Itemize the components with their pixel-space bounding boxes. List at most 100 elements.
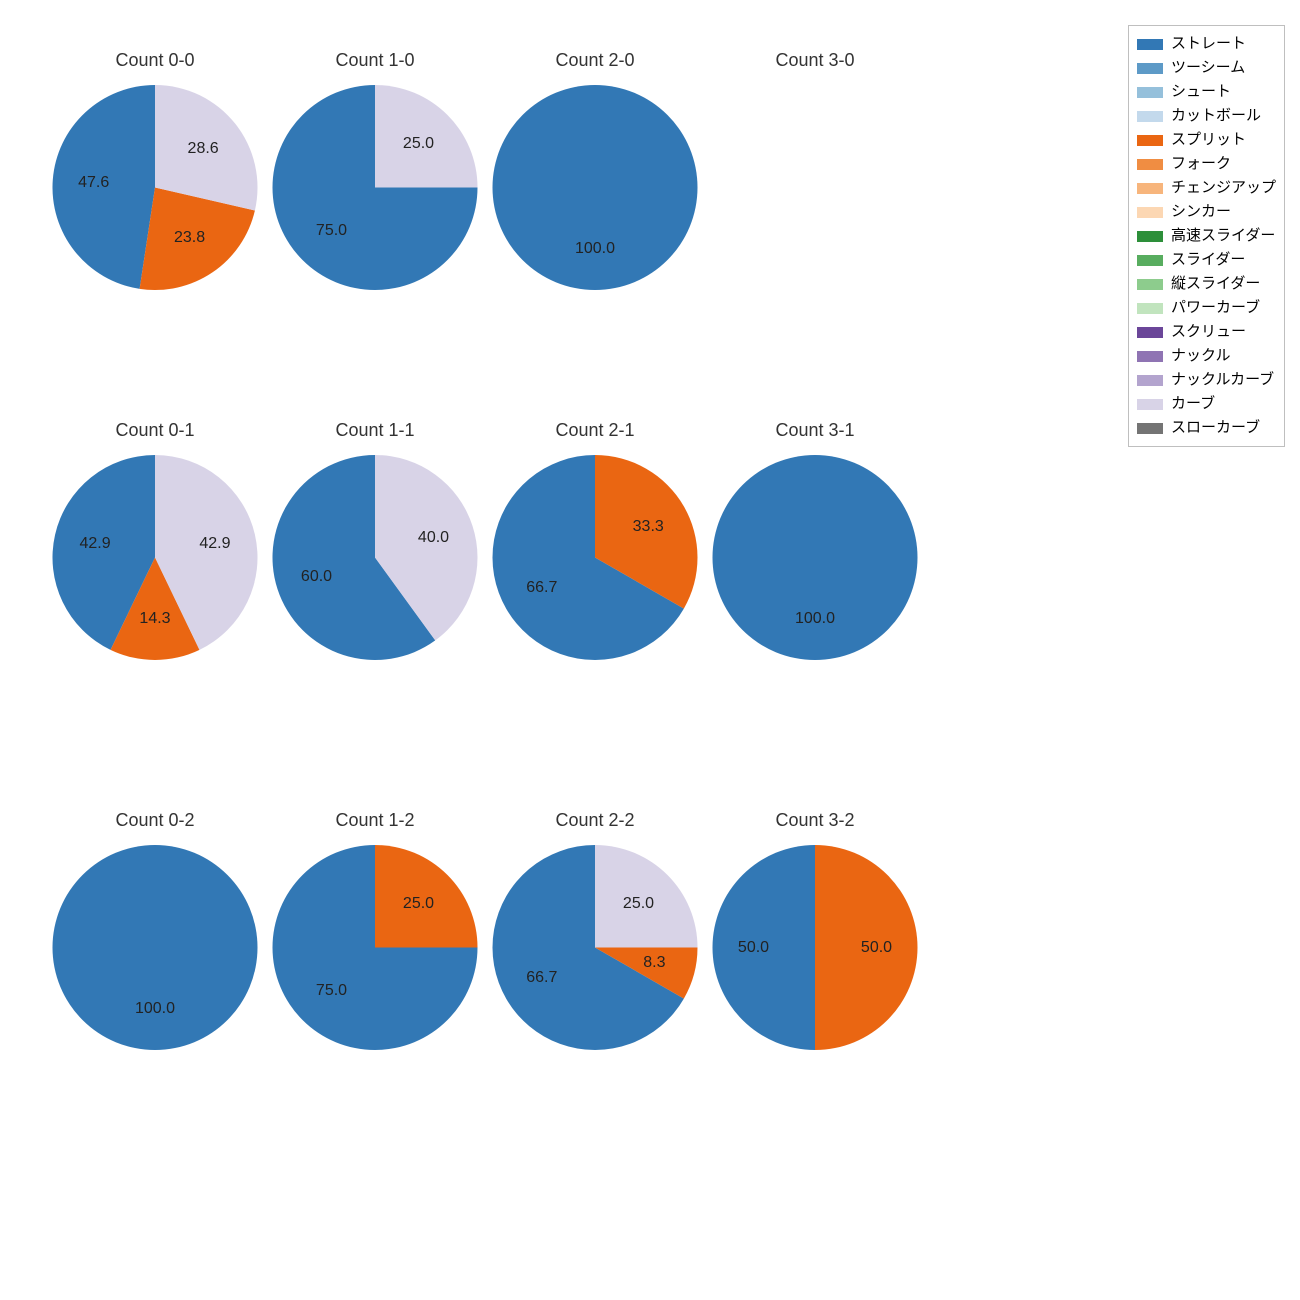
pie-slice-label: 33.3 <box>633 518 664 536</box>
legend-row: カットボール <box>1137 104 1276 128</box>
pie-0-2: 100.0 <box>53 845 258 1050</box>
pie-slice-label: 50.0 <box>738 939 769 957</box>
legend-swatch <box>1137 255 1163 266</box>
pie-svg <box>53 845 258 1050</box>
pie-svg <box>713 455 918 660</box>
pie-slice-label: 8.3 <box>643 954 665 972</box>
legend-swatch <box>1137 39 1163 50</box>
legend-label: パワーカーブ <box>1171 296 1260 320</box>
legend-label: ナックルカーブ <box>1171 368 1274 392</box>
pie-slice-label: 42.9 <box>79 535 110 553</box>
legend-label: スクリュー <box>1171 320 1246 344</box>
legend-row: チェンジアップ <box>1137 176 1276 200</box>
pie-slice-label: 100.0 <box>575 240 615 258</box>
pie-slice <box>713 455 918 660</box>
legend-row: シンカー <box>1137 200 1276 224</box>
pie-slice-label: 66.7 <box>526 579 557 597</box>
pie-3-0 <box>713 85 918 290</box>
pie-slice-label: 100.0 <box>135 1000 175 1018</box>
pie-3-1: 100.0 <box>713 455 918 660</box>
legend-swatch <box>1137 399 1163 410</box>
pie-slice-label: 25.0 <box>403 135 434 153</box>
panel-3-0: Count 3-0 <box>680 30 950 430</box>
pie-slice-label: 75.0 <box>316 982 347 1000</box>
pie-svg <box>273 455 478 660</box>
legend-row: 縦スライダー <box>1137 272 1276 296</box>
panel-title: Count 3-0 <box>680 50 950 71</box>
legend-row: シュート <box>1137 80 1276 104</box>
pie-slice-label: 66.7 <box>526 969 557 987</box>
pie-slice <box>493 85 698 290</box>
legend-swatch <box>1137 207 1163 218</box>
legend-label: チェンジアップ <box>1171 176 1276 200</box>
pie-slice-label: 25.0 <box>403 895 434 913</box>
pie-svg <box>493 85 698 290</box>
legend-row: スクリュー <box>1137 320 1276 344</box>
pie-1-0: 75.0 25.0 <box>273 85 478 290</box>
panel-title: Count 3-2 <box>680 810 950 831</box>
pie-1-2: 75.0 25.0 <box>273 845 478 1050</box>
pie-2-1: 66.7 33.3 <box>493 455 698 660</box>
legend-label: カットボール <box>1171 104 1261 128</box>
legend-label: シンカー <box>1171 200 1231 224</box>
legend-swatch <box>1137 303 1163 314</box>
pie-slice-label: 25.0 <box>623 895 654 913</box>
pie-2-0: 100.0 <box>493 85 698 290</box>
legend-label: ツーシーム <box>1171 56 1245 80</box>
legend-row: フォーク <box>1137 152 1276 176</box>
legend-label: シュート <box>1171 80 1231 104</box>
legend-swatch <box>1137 87 1163 98</box>
pie-slice-label: 23.8 <box>174 229 205 247</box>
legend-label: ストレート <box>1171 32 1246 56</box>
legend-swatch <box>1137 351 1163 362</box>
legend-row: パワーカーブ <box>1137 296 1276 320</box>
legend-swatch <box>1137 135 1163 146</box>
pie-slice-label: 75.0 <box>316 222 347 240</box>
legend-row: ナックルカーブ <box>1137 368 1276 392</box>
pie-2-2: 66.7 8.3 25.0 <box>493 845 698 1050</box>
pie-0-1: 42.9 14.3 42.9 <box>53 455 258 660</box>
panel-3-1: Count 3-1 100.0 <box>680 400 950 800</box>
legend-row: スプリット <box>1137 128 1276 152</box>
panel-3-2: Count 3-2 50.0 50.0 <box>680 790 950 1190</box>
legend-row: ナックル <box>1137 344 1276 368</box>
legend-row: スライダー <box>1137 248 1276 272</box>
legend-label: スプリット <box>1171 128 1246 152</box>
figure: Count 0-0 47.623.828.6 Count 1-0 75.025.… <box>0 0 1300 1300</box>
legend-label: 縦スライダー <box>1171 272 1260 296</box>
pie-svg <box>493 845 698 1050</box>
pie-slice-label: 28.6 <box>188 140 219 158</box>
pie-slice-label: 47.6 <box>78 174 109 192</box>
legend: ストレートツーシームシュートカットボールスプリットフォークチェンジアップシンカー… <box>1128 25 1285 447</box>
pie-slice-label: 14.3 <box>139 610 170 628</box>
legend-swatch <box>1137 63 1163 74</box>
pie-slice <box>53 845 258 1050</box>
legend-swatch <box>1137 231 1163 242</box>
legend-label: スローカーブ <box>1171 416 1260 440</box>
pie-1-1: 60.0 40.0 <box>273 455 478 660</box>
pie-slice-label: 42.9 <box>199 535 230 553</box>
pie-0-0: 47.6 23.8 28.6 <box>53 85 258 290</box>
panel-title: Count 3-1 <box>680 420 950 441</box>
legend-label: スライダー <box>1171 248 1245 272</box>
legend-swatch <box>1137 423 1163 434</box>
pie-3-2: 50.0 50.0 <box>713 845 918 1050</box>
legend-swatch <box>1137 183 1163 194</box>
legend-row: 高速スライダー <box>1137 224 1276 248</box>
legend-swatch <box>1137 159 1163 170</box>
legend-label: 高速スライダー <box>1171 224 1275 248</box>
pie-slice-label: 100.0 <box>795 610 835 628</box>
legend-swatch <box>1137 111 1163 122</box>
legend-label: カーブ <box>1171 392 1215 416</box>
legend-label: ナックル <box>1171 344 1231 368</box>
legend-swatch <box>1137 375 1163 386</box>
pie-svg <box>53 455 258 660</box>
legend-swatch <box>1137 327 1163 338</box>
legend-row: ツーシーム <box>1137 56 1276 80</box>
legend-row: ストレート <box>1137 32 1276 56</box>
legend-row: カーブ <box>1137 392 1276 416</box>
pie-slice-label: 40.0 <box>418 529 449 547</box>
pie-slice-label: 60.0 <box>301 568 332 586</box>
legend-label: フォーク <box>1171 152 1231 176</box>
pie-slice-label: 50.0 <box>861 939 892 957</box>
